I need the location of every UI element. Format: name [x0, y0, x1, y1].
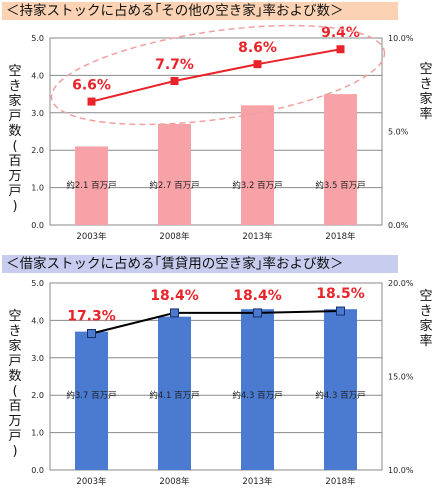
- chart2-bar: [241, 309, 274, 470]
- chart1-rate-line: [91, 48, 341, 103]
- chart1-rate-label: 9.4%: [321, 25, 360, 41]
- chart1-bar: [75, 146, 108, 225]
- chart1-bar-label: 約3.2 百万戸: [232, 180, 282, 191]
- chart1-category-label: 2013年: [242, 231, 273, 242]
- chart1-category-label: 2003年: [76, 231, 107, 242]
- chart2-rate-label: 17.3%: [67, 308, 116, 324]
- chart1-bar: [241, 105, 274, 225]
- chart1-left-tick-label: 0.0: [31, 221, 44, 230]
- chart1-bar: [158, 124, 191, 225]
- chart1-svg: 0.0 1.0 2.0 3.0 4.0 5.0 0.0% 5.0% 10.0% 約2.1 百万戸 約…: [31, 24, 414, 242]
- chart1-bar-label: 約2.7 百万戸: [149, 180, 199, 191]
- chart2-right-tick-label: 20.0%: [388, 279, 414, 288]
- chart1-bar-label: 約2.1 百万戸: [66, 180, 116, 191]
- chart2-right-axis-label: 空き家率: [419, 289, 433, 349]
- chart2-title: ＜借家ストックに占める｢賃貸用の空き家｣率および数＞: [2, 255, 398, 273]
- chart2-category-label: 2013年: [242, 476, 273, 487]
- chart1-rate-point: [253, 60, 262, 69]
- chart1-left-tick-label: 4.0: [31, 71, 44, 80]
- chart2-category-label: 2018年: [325, 476, 356, 487]
- chart2-left-tick-label: 5.0: [31, 279, 44, 288]
- chart1-right-axis-label: 空き家率: [419, 62, 433, 122]
- chart1-rate-label: 8.6%: [238, 40, 277, 56]
- chart2-bar: [158, 316, 191, 470]
- chart1-rate-point: [87, 97, 96, 106]
- chart2-left-axis-label: 空き家戸数(百万戸): [8, 309, 22, 459]
- chart1-left-tick-label: 3.0: [31, 109, 44, 118]
- chart1-category-label: 2008年: [159, 231, 190, 242]
- chart2-category-label: 2003年: [76, 476, 107, 487]
- chart1-rate-point: [170, 77, 179, 86]
- chart1-left-tick-label: 5.0: [31, 34, 44, 43]
- chart2-rate-point: [336, 306, 345, 316]
- chart2-rate-point: [170, 308, 179, 318]
- chart2-rate-line: [91, 310, 341, 335]
- chart2-left-tick-label: 2.0: [31, 391, 44, 400]
- chart2-bar: [75, 331, 108, 470]
- chart2-rate-label: 18.4%: [150, 288, 199, 304]
- chart2-bar-label: 約4.3 百万戸: [315, 390, 365, 401]
- chart2-rate-label: 18.4%: [233, 288, 282, 304]
- chart1-category-label: 2018年: [325, 231, 356, 242]
- chart1-right-tick-label: 5.0%: [388, 128, 409, 137]
- chart1-bar: [324, 94, 357, 225]
- chart2-right-tick-label: 15.0%: [388, 373, 414, 382]
- chart1-rate-label: 6.6%: [72, 78, 111, 94]
- chart1-bar-label: 約3.5 百万戸: [315, 180, 365, 191]
- chart1-title: ＜持家ストックに占める｢その他の空き家｣率および数＞: [2, 2, 398, 20]
- chart2-rate-point: [253, 308, 262, 318]
- chart2-left-tick-label: 4.0: [31, 316, 44, 325]
- chart1-left-tick-label: 1.0: [31, 184, 44, 193]
- chart1-left-tick-label: 2.0: [31, 146, 44, 155]
- chart2-rate-label: 18.5%: [316, 286, 365, 302]
- chart2-category-label: 2008年: [159, 476, 190, 487]
- chart1-highlight-ellipse: [50, 24, 386, 126]
- chart2-left-tick-label: 3.0: [31, 354, 44, 363]
- chart1-left-axis-label: 空き家戸数(百万戸): [8, 64, 22, 214]
- chart2-bar: [324, 309, 357, 470]
- chart2-bar-label: 約4.1 百万戸: [149, 390, 199, 401]
- chart2-right-tick-label: 10.0%: [388, 466, 414, 475]
- chart1-rate-point: [336, 45, 345, 54]
- chart2-svg: 0.0 1.0 2.0 3.0 4.0 5.0 10.0% 15.0% 20.0% 約3.7 百万…: [31, 279, 414, 487]
- chart1-right-tick-label: 10.0%: [388, 34, 414, 43]
- chart2-left-tick-label: 1.0: [31, 429, 44, 438]
- chart2-bar-label: 約3.7 百万戸: [66, 390, 116, 401]
- chart2-bar-label: 約4.3 百万戸: [232, 390, 282, 401]
- chart1-rate-label: 7.7%: [155, 57, 194, 73]
- chart2-left-tick-label: 0.0: [31, 466, 44, 475]
- chart1-right-tick-label: 0.0%: [388, 221, 409, 230]
- chart2-rate-point: [87, 328, 96, 338]
